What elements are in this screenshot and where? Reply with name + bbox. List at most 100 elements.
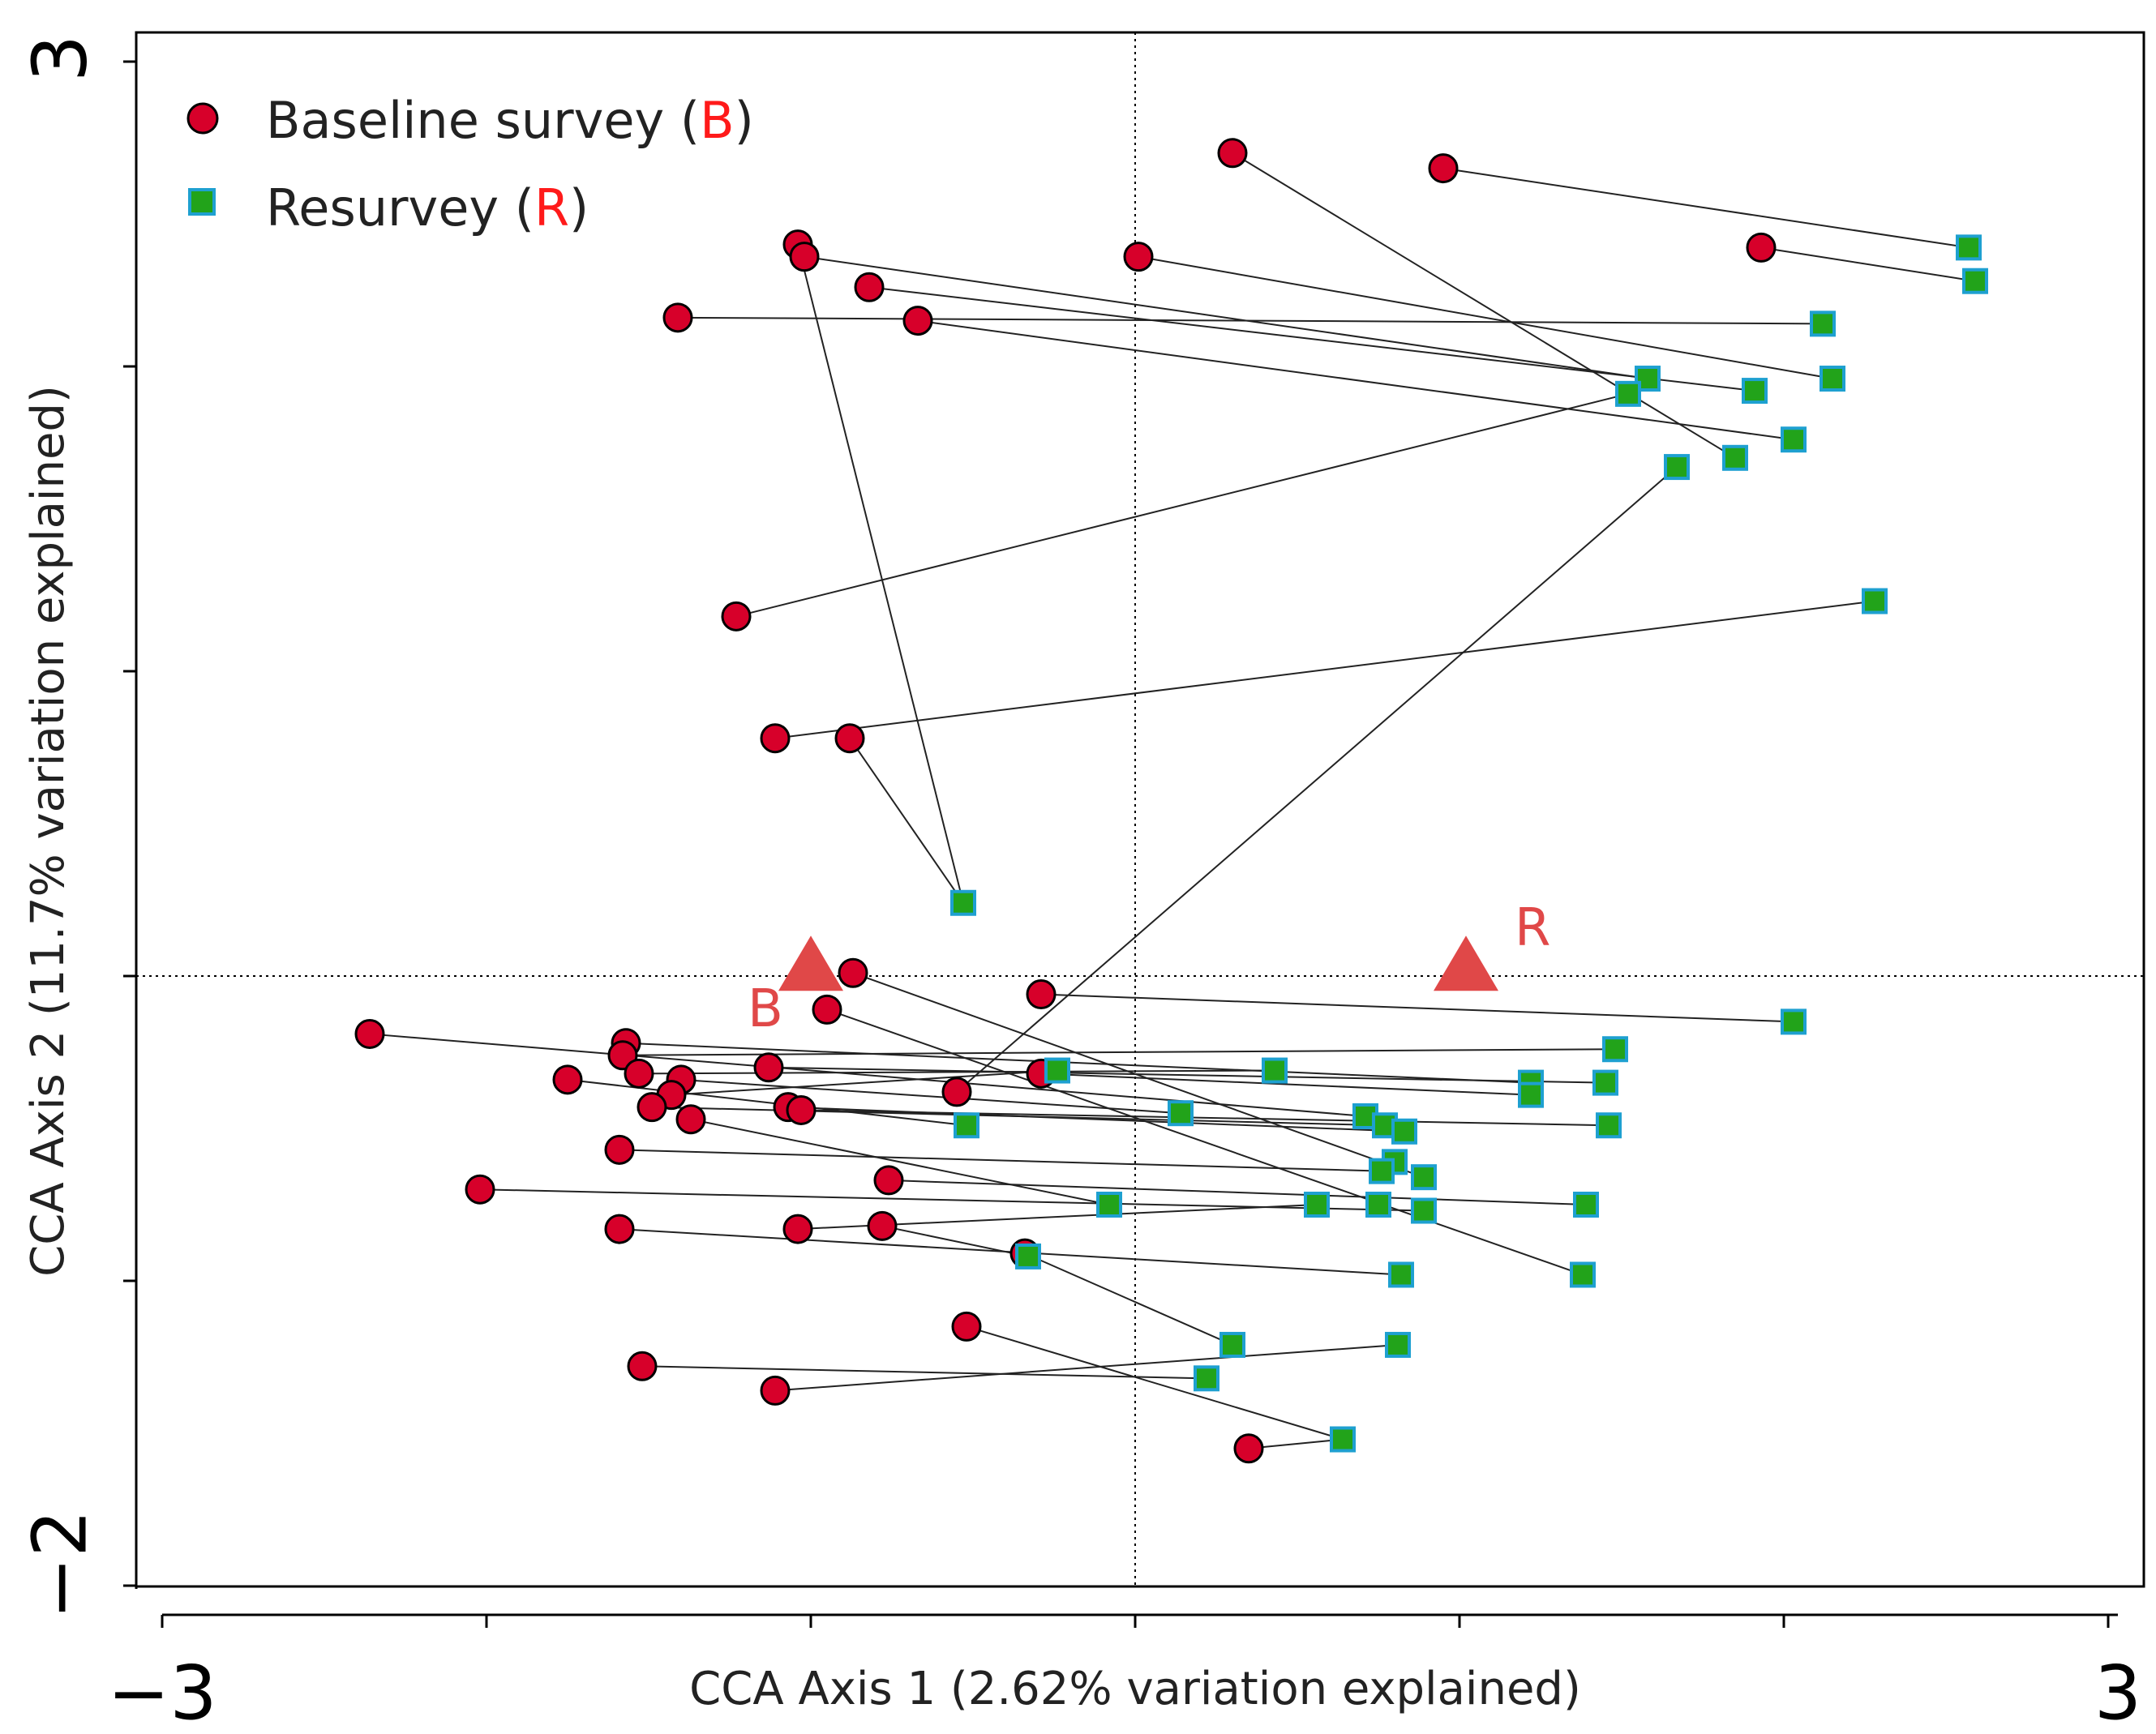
resurvey-point-36: [1219, 1331, 1245, 1358]
y-tick-label-top: 3: [16, 35, 103, 83]
baseline-point-4: [1123, 242, 1154, 272]
connector-line-39: [1760, 246, 1976, 282]
connector-line-36: [641, 1365, 1207, 1380]
resurvey-point-32: [1573, 1192, 1599, 1218]
baseline-point-3: [789, 242, 820, 272]
resurvey-point-30: [1365, 1192, 1391, 1218]
resurvey-points: [950, 234, 1988, 1453]
connector-line-13: [1040, 993, 1794, 1023]
centroid-triangle-R: [1434, 936, 1498, 991]
connector-line-20: [768, 1066, 1606, 1084]
resurvey-point-33: [1015, 1243, 1041, 1269]
resurvey-point-12: [1781, 1008, 1807, 1035]
resurvey-point-34: [1388, 1261, 1414, 1288]
resurvey-point-35: [1570, 1261, 1596, 1288]
connector-line-16: [622, 1048, 1616, 1056]
resurvey-point-5: [1820, 366, 1845, 392]
baseline-point-10: [834, 723, 865, 754]
y-axis: 3 −2: [16, 35, 138, 1620]
connector-line-27: [800, 1109, 1609, 1127]
baseline-point-8: [721, 601, 752, 632]
connector-line-5: [868, 286, 1755, 392]
baseline-point-35: [951, 1311, 982, 1342]
connector-line-38: [1248, 1438, 1344, 1449]
y-tick-label-bottom: −2: [16, 1509, 103, 1620]
baseline-point-14: [354, 1018, 385, 1049]
resurvey-point-37: [1385, 1331, 1411, 1358]
resurvey-point-17: [1592, 1069, 1618, 1096]
y-axis-title: CCA Axis 2 (11.7% variation explained): [22, 385, 75, 1277]
connector-line-18: [567, 1078, 967, 1127]
connector-line-3: [804, 255, 1648, 380]
resurvey-point-39: [1330, 1426, 1356, 1453]
connector-line-6: [677, 316, 1824, 325]
baseline-point-27: [786, 1094, 817, 1125]
resurvey-point-0: [1956, 234, 1982, 261]
connector-line-11: [852, 972, 1425, 1179]
baseline-point-24: [637, 1092, 667, 1123]
baseline-point-0: [1217, 138, 1248, 169]
resurvey-point-29: [1304, 1192, 1330, 1218]
resurvey-point-1: [1962, 268, 1988, 294]
baseline-point-32: [782, 1214, 813, 1244]
resurvey-point-4: [1742, 378, 1768, 405]
baseline-point-17: [624, 1058, 654, 1089]
resurvey-point-7: [1781, 426, 1807, 453]
baseline-point-11: [838, 957, 868, 988]
legend-resurvey-text: Resurvey (: [266, 178, 534, 238]
connector-lines: [369, 152, 1976, 1449]
baseline-point-31: [604, 1214, 635, 1244]
baseline-point-36: [627, 1351, 658, 1381]
baseline-point-39: [1746, 232, 1777, 263]
baseline-point-29: [873, 1165, 904, 1196]
connector-line-4: [1138, 255, 1833, 380]
baseline-point-25: [675, 1104, 706, 1135]
connector-line-15: [625, 1042, 1532, 1084]
connector-line-7: [917, 319, 1794, 441]
resurvey-point-14: [1044, 1057, 1070, 1084]
legend-baseline-close: ): [735, 91, 754, 150]
connector-line-8: [735, 392, 1629, 618]
centroid-label-B: B: [748, 979, 783, 1039]
baseline-point-12: [812, 994, 842, 1025]
connector-line-35: [966, 1325, 1344, 1441]
resurvey-point-23: [1596, 1112, 1622, 1139]
connector-line-30: [479, 1188, 1425, 1212]
legend-resurvey-marker: [188, 188, 216, 216]
resurvey-point-11: [950, 889, 976, 916]
baseline-point-13: [1026, 979, 1057, 1010]
resurvey-point-31: [1411, 1197, 1437, 1224]
connector-line-1: [1442, 167, 1970, 249]
connector-line-33: [881, 1225, 1029, 1257]
connector-line-21: [1040, 1073, 1532, 1096]
connector-line-14: [369, 1033, 1366, 1117]
baseline-point-1: [1428, 153, 1459, 184]
legend-resurvey-label: Resurvey (R): [266, 178, 589, 238]
connector-line-0: [1232, 152, 1736, 459]
connector-line-23: [671, 1069, 1058, 1096]
legend-resurvey-close: ): [569, 178, 589, 238]
resurvey-point-6: [1615, 380, 1641, 407]
connector-line-9: [774, 600, 1875, 739]
resurvey-point-2: [1810, 310, 1836, 337]
resurvey-point-26: [1369, 1158, 1395, 1184]
connector-line-25: [690, 1118, 1110, 1205]
centroid-triangle-B: [778, 936, 843, 991]
x-axis: −3 3: [107, 1613, 2141, 1734]
resurvey-point-13: [1602, 1036, 1628, 1063]
resurvey-point-3: [1635, 366, 1661, 392]
legend-baseline-text: Baseline survey (: [266, 91, 700, 150]
baseline-point-38: [1233, 1433, 1264, 1464]
connector-line-34: [1024, 1252, 1233, 1346]
x-axis-title: CCA Axis 1 (2.62% variation explained): [689, 1663, 1581, 1715]
resurvey-point-8: [1722, 444, 1748, 471]
resurvey-point-22: [1391, 1118, 1417, 1145]
connector-line-2: [797, 244, 964, 904]
resurvey-point-28: [1096, 1192, 1122, 1218]
resurvey-point-18: [1518, 1081, 1544, 1108]
baseline-points: [354, 138, 1777, 1464]
legend-baseline-marker: [186, 102, 219, 135]
resurvey-point-38: [1194, 1365, 1219, 1392]
